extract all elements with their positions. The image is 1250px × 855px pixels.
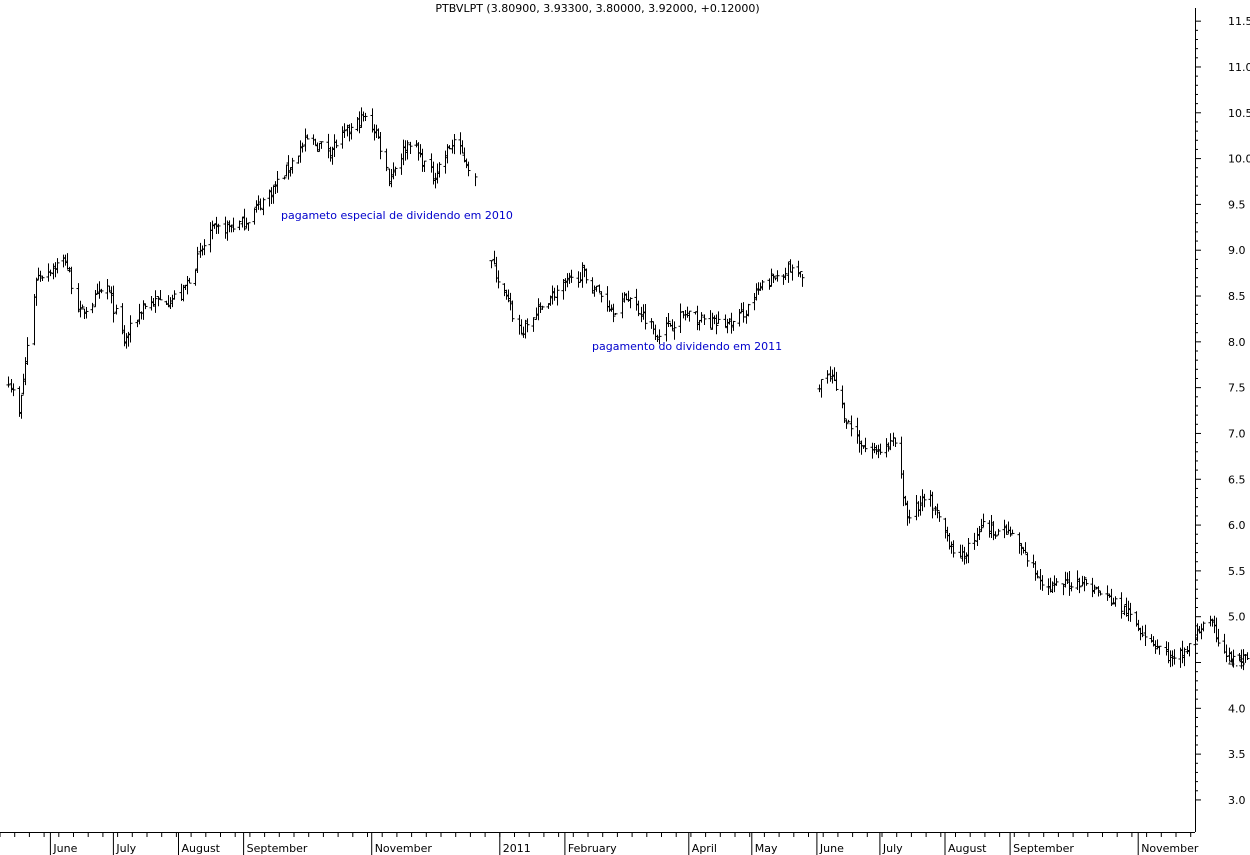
y-tick-label: 11.5 bbox=[1228, 15, 1250, 28]
y-tick-label: 6.0 bbox=[1228, 519, 1246, 532]
y-tick-label: 7.0 bbox=[1228, 427, 1246, 440]
y-tick-label: 10.0 bbox=[1228, 153, 1250, 166]
y-tick-label: 8.0 bbox=[1228, 336, 1246, 349]
y-tick-label: 9.0 bbox=[1228, 244, 1246, 257]
x-tick-label: 2011 bbox=[503, 842, 531, 855]
annotation-dividend-2011: pagamento do dividendo em 2011 bbox=[592, 340, 783, 353]
y-tick-label: 5.5 bbox=[1228, 565, 1246, 578]
y-tick-label: 6.5 bbox=[1228, 473, 1246, 486]
x-tick-label: February bbox=[568, 842, 617, 855]
y-tick-label: 7.5 bbox=[1228, 382, 1246, 395]
x-tick-label: November bbox=[375, 842, 433, 855]
y-tick-label: 3.5 bbox=[1228, 748, 1246, 761]
x-tick-label: June bbox=[819, 842, 844, 855]
x-tick-label: July bbox=[115, 842, 136, 855]
y-tick-label: 10.5 bbox=[1228, 107, 1250, 120]
y-tick-label: 4.5 bbox=[1228, 657, 1246, 670]
x-tick-label: July bbox=[882, 842, 903, 855]
y-tick-label: 4.0 bbox=[1228, 702, 1246, 715]
y-tick-label: 5.0 bbox=[1228, 611, 1246, 624]
annotation-dividend-2010: pagameto especial de dividendo em 2010 bbox=[281, 209, 513, 222]
chart-title: PTBVLPT (3.80900, 3.93300, 3.80000, 3.92… bbox=[435, 2, 760, 15]
x-tick-label: August bbox=[182, 842, 221, 855]
y-tick-label: 3.0 bbox=[1228, 794, 1246, 807]
y-tick-label: 8.5 bbox=[1228, 290, 1246, 303]
x-tick-label: August bbox=[948, 842, 987, 855]
x-tick-label: September bbox=[247, 842, 308, 855]
x-tick-label: May bbox=[755, 842, 778, 855]
y-tick-label: 9.5 bbox=[1228, 198, 1246, 211]
x-tick-label: April bbox=[692, 842, 717, 855]
y-tick-label: 11.0 bbox=[1228, 61, 1250, 74]
x-tick-label: November bbox=[1141, 842, 1199, 855]
x-tick-label: June bbox=[52, 842, 77, 855]
x-tick-label: September bbox=[1013, 842, 1074, 855]
